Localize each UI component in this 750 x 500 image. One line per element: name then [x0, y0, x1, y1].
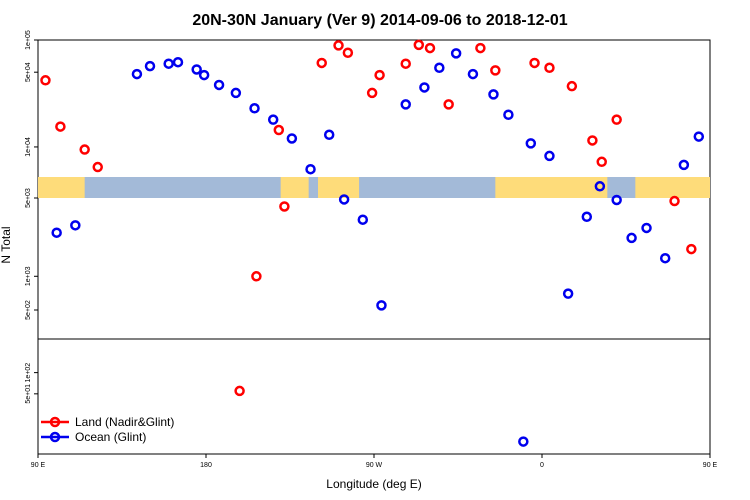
ocean-point [376, 300, 387, 311]
ocean-point [323, 129, 335, 141]
land-point [529, 57, 540, 69]
ocean-point [267, 114, 279, 125]
ocean-point [467, 68, 479, 80]
land-point [366, 87, 378, 99]
ocean-point [659, 252, 671, 264]
y-tick-label: 5e+02 [25, 300, 32, 320]
ocean-point [144, 60, 156, 72]
legend: Land (Nadir&Glint) Ocean (Glint) [41, 415, 174, 444]
map-land [495, 177, 608, 198]
land-point [611, 114, 622, 125]
ocean-point [488, 89, 499, 100]
ocean-point [131, 68, 143, 80]
land-point [79, 144, 90, 155]
ocean-point [198, 69, 210, 81]
land-point [251, 271, 262, 282]
land-point [273, 124, 285, 136]
x-tick-label: 90 E [31, 462, 46, 469]
y-tick-label: 5e+01 [25, 384, 32, 404]
land-point [596, 156, 607, 168]
land-point [587, 135, 598, 146]
land-point [279, 201, 290, 212]
ocean-point [611, 194, 622, 206]
y-tick-label: 1e+03 [25, 266, 32, 286]
ocean-point [70, 220, 81, 231]
legend-label-ocean: Ocean (Glint) [75, 430, 146, 444]
ocean-point [230, 87, 242, 99]
data-points [40, 39, 705, 447]
map-land [318, 177, 360, 198]
ocean-point [450, 48, 462, 59]
legend-entry-ocean: Ocean (Glint) [41, 430, 146, 444]
plot-frame [37, 39, 711, 455]
land-point [234, 385, 245, 397]
map-land [280, 177, 309, 198]
ocean-point [544, 150, 555, 162]
ocean-point [518, 436, 529, 447]
land-point [475, 42, 486, 54]
x-axis-label: Longitude (deg E) [326, 477, 421, 491]
land-point [566, 80, 578, 92]
map-land [38, 177, 85, 198]
legend-entry-land: Land (Nadir&Glint) [41, 415, 174, 429]
ocean-point [419, 82, 430, 93]
ocean-point [693, 131, 705, 142]
ocean-point [213, 79, 225, 91]
y-tick-label: 1e+02 [25, 363, 32, 383]
ocean-point [525, 138, 537, 149]
y-tick-label: 5e+04 [25, 62, 32, 82]
ocean-point [562, 288, 574, 299]
land-point [92, 161, 103, 173]
ocean-point [641, 222, 652, 234]
ocean-point [172, 56, 184, 68]
y-tick-label: 1e+05 [25, 30, 32, 50]
x-tick-label: 90 W [366, 462, 383, 469]
ocean-point [249, 103, 260, 114]
ocean-point [163, 58, 174, 69]
ocean-point [338, 194, 350, 205]
ocean-point [594, 181, 606, 192]
ocean-point [581, 211, 593, 223]
land-point [400, 58, 411, 69]
land-point [316, 57, 327, 69]
map-land [635, 177, 710, 198]
land-point [443, 99, 454, 110]
land-point [40, 75, 51, 86]
ocean-point [357, 214, 369, 225]
ocean-point [626, 232, 637, 244]
land-point [669, 195, 680, 207]
ocean-point [305, 163, 316, 175]
chart-title: 20N-30N January (Ver 9) 2014-09-06 to 20… [192, 12, 567, 29]
world-map-strip [38, 177, 710, 198]
x-axis-ticks: 90 E 180 90 W 0 90 E [31, 454, 718, 469]
land-point [374, 69, 385, 81]
land-point [544, 62, 555, 74]
x-tick-label: 90 E [703, 462, 718, 469]
ocean-point [51, 227, 62, 238]
y-tick-label: 5e+03 [25, 188, 32, 208]
ocean-point [191, 64, 202, 75]
land-point [55, 121, 66, 132]
x-tick-label: 0 [540, 462, 544, 469]
land-point [490, 65, 501, 76]
ocean-point [286, 133, 298, 144]
land-point [333, 40, 344, 51]
land-point [342, 47, 354, 58]
land-point [413, 39, 425, 51]
ocean-point [434, 62, 445, 74]
land-point [424, 42, 436, 54]
x-tick-label: 180 [200, 462, 212, 469]
ocean-point [503, 109, 514, 120]
y-axis-label: N Total [0, 226, 13, 263]
ocean-point [400, 99, 411, 110]
map-ocean [38, 177, 710, 198]
land-point [686, 243, 697, 255]
y-tick-label: 1e+04 [25, 137, 32, 157]
legend-label-land: Land (Nadir&Glint) [75, 415, 174, 429]
ocean-point [678, 159, 690, 171]
